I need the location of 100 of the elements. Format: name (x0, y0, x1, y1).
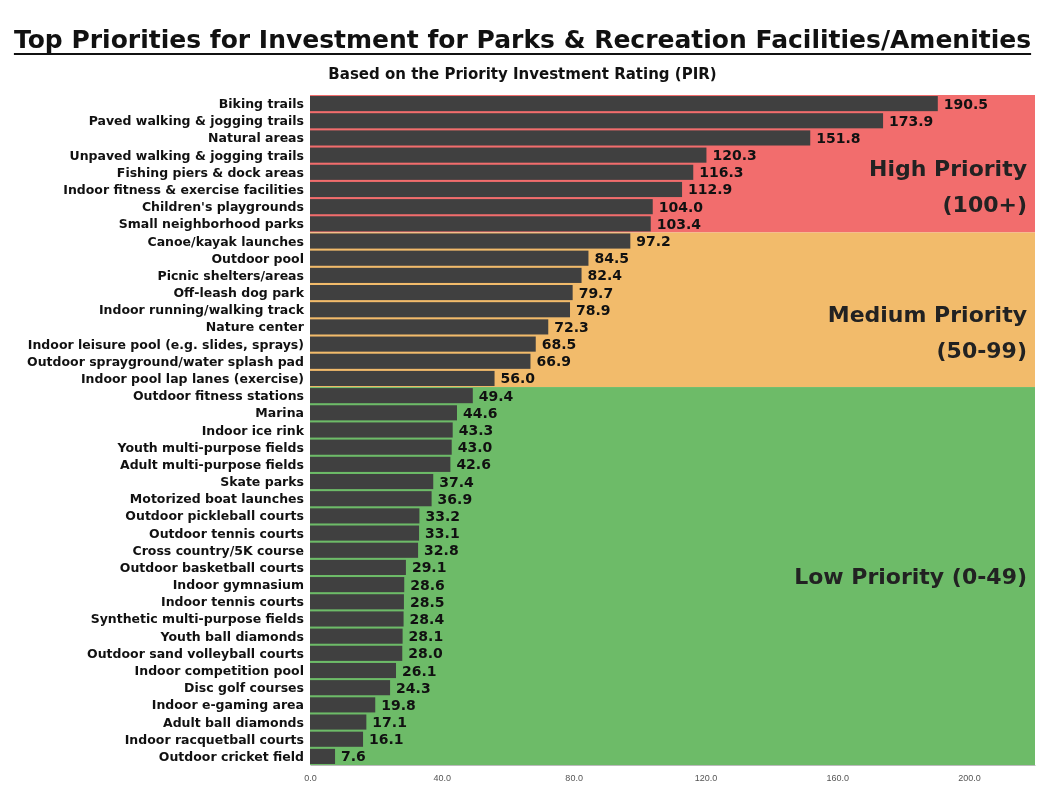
y-tick-label: Synthetic multi-purpose fields (90, 611, 304, 627)
y-tick-label: Off-leash dog park (173, 285, 305, 301)
data-label: 84.5 (594, 250, 630, 267)
y-tick-label: Picnic shelters/areas (157, 267, 304, 283)
data-label: 17.1 (372, 714, 407, 731)
y-tick-label: Biking trails (218, 96, 304, 112)
bar (310, 216, 651, 232)
bar (310, 96, 938, 112)
y-tick-label: Motorized boat launches (129, 491, 304, 507)
y-tick-label: Canoe/kayak launches (147, 233, 304, 249)
data-label: 173.9 (889, 112, 934, 129)
data-label: 103.4 (656, 215, 702, 232)
data-label: 79.7 (578, 284, 614, 301)
x-tick-label: 40.0 (433, 773, 452, 784)
data-label: 28.0 (408, 645, 444, 662)
data-label: 151.8 (816, 129, 861, 146)
data-label: 68.5 (541, 336, 577, 353)
bar (310, 508, 420, 524)
data-label: 28.1 (408, 628, 444, 645)
y-tick-label: Nature center (205, 319, 305, 335)
data-label: 43.0 (457, 439, 493, 456)
data-label: 33.2 (425, 507, 460, 524)
y-tick-label: Indoor running/walking track (98, 302, 305, 318)
bar (310, 577, 405, 593)
bar (310, 422, 453, 438)
bar (310, 164, 694, 180)
y-tick-label: Skate parks (220, 474, 304, 490)
bar (310, 113, 884, 129)
bar (310, 473, 434, 490)
bar (310, 542, 419, 558)
data-label: 7.6 (341, 748, 366, 765)
bar (310, 491, 432, 507)
bar (310, 147, 707, 163)
data-label: 29.1 (411, 559, 447, 576)
bar (310, 302, 571, 318)
y-tick-label: Adult ball diamonds (162, 714, 304, 730)
x-tick-label: 120.0 (694, 773, 718, 784)
x-tick-label: 160.0 (826, 773, 850, 784)
bar (310, 285, 573, 301)
bar (310, 353, 531, 369)
bar (310, 559, 406, 575)
bar (310, 439, 452, 455)
chart-title: Top Priorities for Investment for Parks & Recreation Facilities/Amenities (13, 25, 1032, 54)
y-tick-label: Fishing piers & dock areas (116, 164, 304, 180)
y-tick-label: Marina (255, 405, 304, 421)
chart-subtitle: Based on the Priority Investment Rating (PIR) (328, 65, 717, 83)
band-label: Low Priority (0-49) (794, 564, 1027, 590)
bar (310, 336, 536, 352)
y-tick-label: Outdoor sand volleyball courts (87, 645, 304, 661)
y-tick-label: Outdoor fitness stations (132, 388, 304, 404)
data-label: 42.6 (456, 456, 491, 473)
data-label: 43.3 (458, 422, 494, 438)
y-tick-label: Youth ball diamonds (159, 628, 304, 644)
bar (310, 388, 473, 404)
bar (310, 714, 367, 730)
y-tick-label: Outdoor cricket field (158, 748, 304, 764)
band-label: High Priority (100+) (869, 156, 1027, 218)
data-label: 16.1 (369, 731, 404, 748)
bar (310, 250, 589, 266)
bar (310, 405, 457, 421)
y-tick-label: Indoor racquetball courts (124, 731, 304, 747)
band-label: Medium Priority (50-99) (827, 302, 1027, 364)
bar (310, 456, 451, 472)
data-label: 37.4 (439, 473, 475, 490)
bar (310, 662, 397, 679)
y-tick-label: Disc golf courses (184, 680, 304, 696)
bar (310, 645, 403, 661)
bar (310, 748, 336, 764)
data-label: 72.3 (554, 318, 589, 335)
data-label: 28.6 (410, 576, 445, 593)
x-tick-label: 80.0 (565, 773, 583, 784)
data-label: 44.6 (462, 404, 498, 421)
y-tick-label: Paved walking & jogging trails (88, 113, 304, 129)
y-tick-label: Outdoor tennis courts (149, 525, 304, 541)
y-tick-label: Indoor leisure pool (e.g. slides, sprays) (27, 336, 304, 352)
data-label: 32.8 (424, 542, 459, 559)
x-tick-label: 200.0 (958, 773, 981, 784)
y-tick-label: Indoor ice rink (201, 422, 305, 438)
data-label: 56.0 (500, 370, 536, 387)
data-label: 24.3 (396, 679, 431, 696)
data-label: 104.0 (658, 198, 704, 215)
bar (310, 680, 391, 696)
y-tick-label: Youth multi-purpose fields (116, 439, 304, 455)
y-tick-label: Indoor gymnasium (172, 577, 304, 593)
data-label: 28.5 (409, 593, 445, 610)
y-tick-label: Outdoor pickleball courts (125, 508, 304, 524)
y-tick-label: Indoor fitness & exercise facilities (63, 181, 304, 197)
data-label: 66.9 (536, 353, 572, 370)
data-label: 120.3 (712, 147, 757, 164)
data-label: 49.4 (478, 387, 514, 404)
y-tick-label: Small neighborhood parks (118, 216, 304, 232)
bar (310, 181, 683, 198)
y-tick-label: Outdoor pool (211, 250, 304, 266)
bar (310, 199, 653, 215)
bar (310, 611, 404, 627)
bar (310, 130, 811, 146)
bar (310, 319, 549, 335)
data-label: 116.3 (699, 164, 744, 181)
y-tick-label: Indoor tennis courts (161, 594, 304, 610)
bar (310, 731, 364, 747)
